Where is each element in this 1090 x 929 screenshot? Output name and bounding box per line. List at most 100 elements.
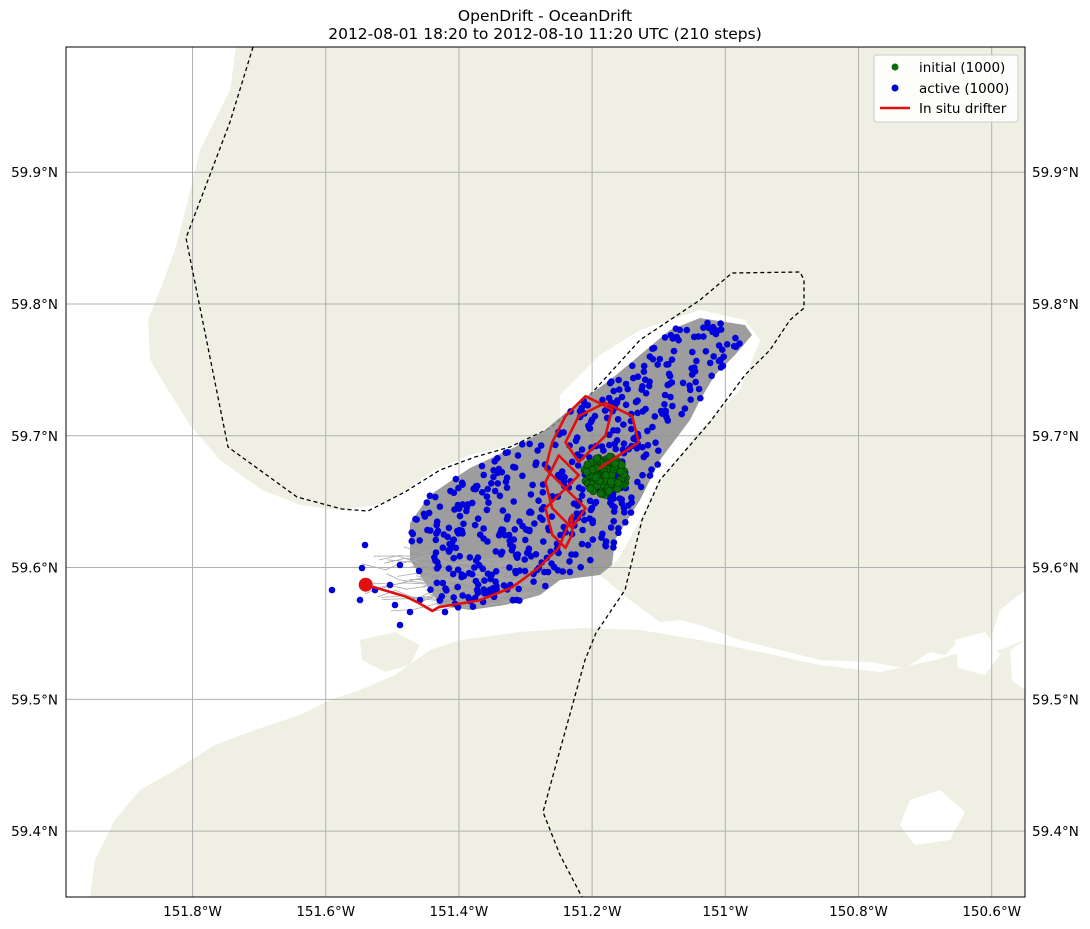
active-particle [502,478,510,486]
active-particle [474,581,482,588]
active-particle [683,326,691,334]
active-particle [532,551,540,558]
active-particle [415,567,423,575]
active-particle [715,342,723,349]
active-particle [661,334,669,341]
active-particle [692,378,699,386]
active-particle [615,376,622,384]
initial-particle [592,454,601,463]
active-particle [473,482,481,490]
active-particle [416,537,424,544]
active-particle [632,398,640,406]
active-particle [432,536,440,544]
initial-particle [614,478,622,487]
active-particle [579,526,586,534]
active-particle [715,357,723,365]
active-particle [455,505,463,512]
active-particle [732,334,739,342]
active-particle [454,566,462,573]
legend-active-label: active (1000) [919,81,1009,97]
active-particle [542,582,549,590]
active-particle [560,478,568,485]
active-particle [481,577,488,584]
active-particle [560,429,567,436]
active-particle [624,385,631,393]
x-tick-label: 150.8°W [829,904,888,920]
active-particle [568,551,575,558]
active-particle [511,526,519,533]
active-particle [526,509,533,516]
active-particle [504,449,512,456]
active-particle [412,515,419,523]
active-particle [616,386,623,393]
active-particle [460,520,467,528]
active-particle [640,368,648,376]
x-tick-label: 151.6°W [296,904,355,920]
active-particle [630,374,637,382]
active-particle [608,378,615,385]
active-particle [651,413,659,420]
active-particle [544,568,552,576]
active-particle [717,320,724,327]
land-polygon [560,47,1025,668]
active-particle [577,563,584,571]
active-particle [386,581,394,589]
active-particle [673,333,681,341]
land-layer [90,47,1025,897]
legend-initial-marker [891,63,899,71]
active-particle [652,439,659,447]
trajectory-tail [403,546,516,562]
active-particle [495,532,503,539]
active-particle [639,443,646,451]
y-tick-label-left: 59.5°N [11,692,58,708]
y-tick-label-left: 59.9°N [11,165,58,181]
active-particle [436,596,444,604]
active-particle [649,345,656,353]
active-particle [463,503,471,511]
active-particle [496,492,504,500]
active-particle [509,596,517,604]
active-particle [646,353,654,360]
active-particle [391,601,399,609]
initial-particle [602,471,610,480]
active-particle [587,418,595,426]
active-particle [423,499,431,506]
active-particle [427,527,434,534]
active-particle [610,508,618,515]
initial-particle [611,459,619,468]
active-particle [440,531,448,538]
x-tick-label: 151.4°W [430,904,489,920]
active-particle [516,518,523,525]
active-particle [534,447,541,454]
active-particle [661,401,668,408]
active-particle [471,521,479,529]
land-polygon [90,628,1025,897]
active-particle [474,515,482,522]
active-particle [480,535,487,542]
active-particle [459,481,466,488]
active-particle [532,459,540,466]
active-particle [627,509,635,516]
active-particle [611,440,618,448]
initial-particle [591,473,600,482]
active-particle [358,564,366,572]
x-tick-label: 150.6°W [962,904,1021,920]
legend: initial (1000) active (1000) In situ dri… [873,54,1019,123]
active-particle [439,579,447,587]
active-particle [678,410,685,418]
active-particle [452,544,460,552]
active-particle [568,458,576,466]
active-particle [548,513,556,520]
active-particle [587,506,595,514]
active-particle [518,441,526,448]
active-particle [436,503,444,511]
legend-drifter-label: In situ drifter [919,101,1007,117]
y-tick-label-left: 59.6°N [11,561,58,577]
trajectory-tail [424,592,528,612]
active-particle [480,525,487,532]
active-particle [634,478,641,486]
active-particle [452,475,460,483]
active-particle [458,573,465,581]
active-particle [578,446,586,453]
